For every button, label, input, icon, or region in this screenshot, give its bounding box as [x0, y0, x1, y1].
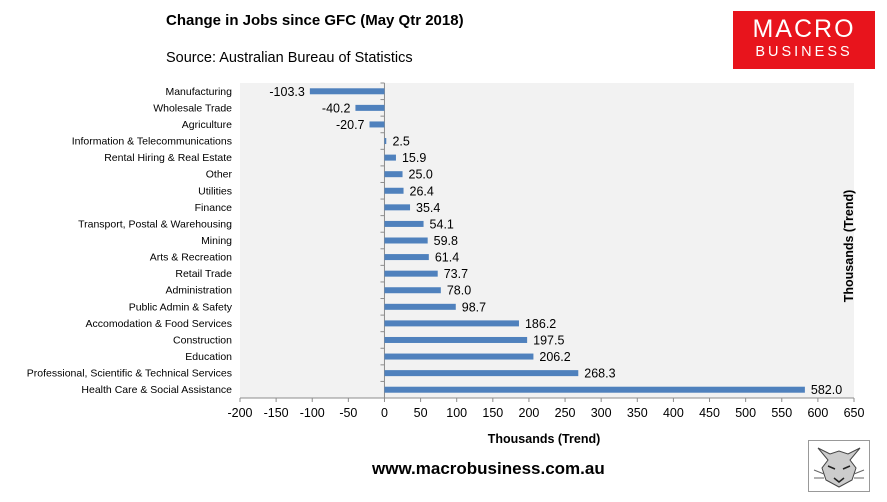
- logo-line-2: BUSINESS: [755, 44, 853, 60]
- bar: [384, 204, 411, 211]
- data-label: 2.5: [392, 135, 409, 149]
- bar: [384, 336, 528, 343]
- bar: [384, 254, 429, 261]
- data-label: 73.7: [444, 267, 468, 281]
- category-label: Wholesale Trade: [153, 102, 232, 114]
- category-label: Rental Hiring & Real Estate: [104, 152, 232, 164]
- category-label: Retail Trade: [175, 268, 232, 280]
- category-label: Other: [206, 169, 233, 181]
- data-label: 26.4: [410, 184, 434, 198]
- category-label: Manufacturing: [165, 86, 232, 98]
- x-tick-label: 400: [663, 406, 684, 420]
- bar: [384, 187, 404, 194]
- bar: [384, 287, 441, 294]
- data-label: 35.4: [416, 201, 440, 215]
- chart-title: Change in Jobs since GFC (May Qtr 2018): [166, 12, 464, 29]
- x-tick-label: 600: [807, 406, 828, 420]
- data-label: 582.0: [811, 383, 842, 397]
- x-tick-label: 650: [844, 406, 865, 420]
- data-label: 268.3: [584, 367, 615, 381]
- wolf-sketch-icon: [808, 440, 870, 492]
- x-tick-label: 0: [381, 406, 388, 420]
- x-tick-label: -150: [264, 406, 289, 420]
- x-axis-label: Thousands (Trend): [488, 432, 601, 446]
- data-label: 98.7: [462, 300, 486, 314]
- bar: [384, 303, 456, 310]
- bar: [309, 88, 385, 95]
- bar: [369, 121, 385, 128]
- category-label: Construction: [173, 334, 232, 346]
- category-label: Professional, Scientific & Technical Ser…: [27, 368, 232, 380]
- bar: [384, 270, 438, 277]
- data-label: 206.2: [539, 350, 570, 364]
- bar: [355, 104, 385, 111]
- x-tick-label: 550: [771, 406, 792, 420]
- x-tick-label: 500: [735, 406, 756, 420]
- category-label: Accomodation & Food Services: [86, 318, 233, 330]
- category-label: Education: [185, 351, 232, 363]
- data-label: -103.3: [269, 85, 304, 99]
- data-label: 54.1: [430, 217, 454, 231]
- logo-line-1: MACRO: [752, 15, 856, 43]
- data-label: 15.9: [402, 151, 426, 165]
- bar: [384, 320, 519, 327]
- chart-source: Source: Australian Bureau of Statistics: [166, 50, 413, 66]
- category-label: Mining: [201, 235, 232, 247]
- data-label: -40.2: [322, 101, 351, 115]
- data-label: 61.4: [435, 251, 459, 265]
- bar: [384, 154, 396, 161]
- category-label: Administration: [165, 285, 232, 297]
- x-tick-label: 150: [482, 406, 503, 420]
- macrobusiness-logo: MACRO BUSINESS: [733, 11, 875, 69]
- x-tick-label: 300: [591, 406, 612, 420]
- y-axis-label-right: Thousands (Trend): [842, 190, 856, 303]
- bar: [384, 138, 387, 145]
- bar: [384, 237, 428, 244]
- bar: [384, 386, 805, 393]
- bar: [384, 220, 424, 227]
- x-tick-label: -50: [339, 406, 357, 420]
- x-tick-label: -100: [300, 406, 325, 420]
- data-label: 59.8: [434, 234, 458, 248]
- x-tick-label: 450: [699, 406, 720, 420]
- bar: [384, 370, 579, 377]
- bar: [384, 171, 403, 178]
- data-label: 78.0: [447, 284, 471, 298]
- x-tick-label: 50: [414, 406, 428, 420]
- data-label: 25.0: [409, 168, 433, 182]
- data-label: 186.2: [525, 317, 556, 331]
- x-tick-label: 200: [519, 406, 540, 420]
- plot-area: [240, 83, 854, 398]
- x-tick-label: 100: [446, 406, 467, 420]
- data-label: -20.7: [336, 118, 365, 132]
- data-label: 197.5: [533, 333, 564, 347]
- x-tick-label: -200: [227, 406, 252, 420]
- x-tick-label: 350: [627, 406, 648, 420]
- bar: [384, 353, 534, 360]
- category-label: Utilities: [198, 185, 232, 197]
- x-tick-label: 250: [555, 406, 576, 420]
- category-label: Public Admin & Safety: [129, 301, 233, 313]
- category-label: Agriculture: [182, 119, 232, 131]
- category-label: Arts & Recreation: [150, 252, 232, 264]
- website-url: www.macrobusiness.com.au: [372, 459, 605, 478]
- category-label: Finance: [195, 202, 233, 214]
- category-label: Information & Telecommunications: [72, 136, 232, 148]
- category-label: Transport, Postal & Warehousing: [78, 218, 232, 230]
- category-label: Health Care & Social Assistance: [81, 384, 232, 396]
